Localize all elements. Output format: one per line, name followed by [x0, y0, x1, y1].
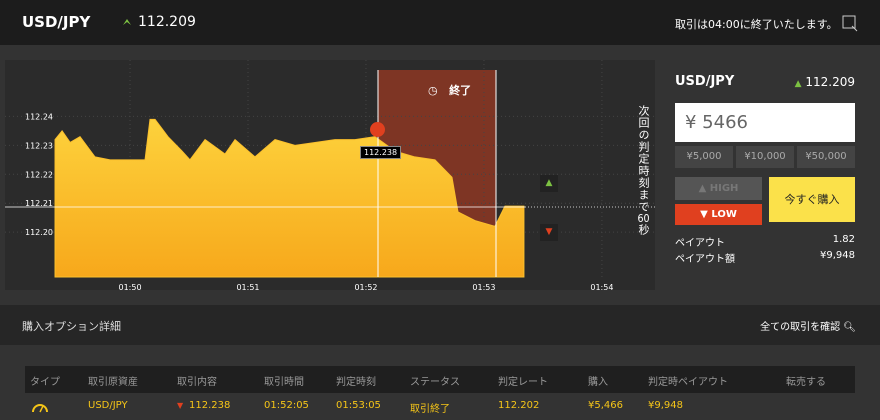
countdown-unit: 秒: [637, 224, 650, 236]
cell: 112.202: [498, 400, 540, 411]
high-text: HIGH: [709, 183, 739, 194]
amount-input[interactable]: ¥ 5466: [675, 103, 855, 142]
preset-button[interactable]: ¥50,000: [797, 146, 855, 168]
preset-button[interactable]: ¥10,000: [736, 146, 794, 168]
y-tick-label: 112.23: [25, 141, 53, 150]
column-header: 取引時間: [264, 377, 304, 388]
details-title: 購入オプション詳細: [22, 320, 121, 333]
high-button[interactable]: ▲ HIGH: [675, 177, 762, 200]
details-link[interactable]: 全ての取引を確認 🔍︎: [760, 322, 856, 333]
top-bar: [0, 0, 880, 45]
panel-rate-value: 112.209: [805, 75, 855, 89]
column-header: 判定時刻: [336, 377, 376, 388]
down-icon: ▼: [177, 401, 184, 410]
low-button[interactable]: ▼ LOW: [675, 204, 762, 225]
cell: 112.238: [189, 400, 231, 411]
payout: 1.82: [832, 234, 855, 245]
x-tick-label: 01:51: [236, 283, 259, 290]
entry-label: 112.238: [360, 146, 402, 159]
type-icon: [32, 404, 48, 413]
low-marker: ▼: [540, 224, 558, 241]
details-link-text[interactable]: 全ての取引を確認: [760, 322, 841, 333]
high-marker: ▲: [540, 175, 558, 192]
window-icon[interactable]: [842, 15, 858, 32]
payout-amount-label: ペイアウト額: [675, 254, 735, 265]
x-tick-label: 01:52: [354, 283, 377, 290]
payout-amount: ¥9,948: [820, 250, 855, 261]
column-header: 転売する: [786, 377, 826, 388]
x-tick-label: 01:53: [472, 283, 495, 290]
notice: 取引は04:00に終了いたします。: [675, 18, 838, 31]
low-text: LOW: [711, 209, 737, 220]
chart: 112.20 112.21 112.22 112.23 112.24 01:50 01:51…: [5, 60, 655, 290]
countdown-text: 次回の判定時刻まで: [637, 105, 650, 213]
panel-rate: ▲ 112.209: [794, 75, 855, 89]
preset-button[interactable]: ¥5,000: [675, 146, 733, 168]
up-icon: [123, 19, 131, 25]
buy-button[interactable]: 今すぐ購入: [769, 177, 855, 222]
price-area: [54, 118, 525, 278]
expiry-text: 終了: [449, 84, 472, 97]
details-bar: [0, 305, 880, 345]
column-header: ステータス: [410, 377, 460, 388]
cell: USD/JPY: [88, 400, 128, 411]
symbol: USD/JPY: [22, 13, 91, 31]
y-tick-label: 112.24: [25, 112, 53, 121]
countdown: 次回の判定時刻まで60秒: [636, 105, 650, 236]
column-header: 取引原資産: [88, 377, 138, 388]
cell: ¥9,948: [648, 400, 683, 411]
column-header: タイプ: [30, 377, 60, 388]
rate: 112.209: [138, 14, 196, 30]
cell: 01:52:05: [264, 400, 309, 411]
expiry-label: ◷ 終了: [428, 84, 472, 97]
entry-marker: [370, 122, 385, 137]
y-tick-label: 112.20: [25, 228, 53, 237]
column-header: 判定時ペイアウト: [648, 377, 728, 388]
cell: 取引終了: [410, 404, 450, 415]
y-tick-label: 112.22: [25, 170, 53, 179]
panel-symbol: USD/JPY: [675, 74, 735, 89]
column-header: 取引内容: [177, 377, 217, 388]
x-tick-label: 01:50: [119, 283, 142, 290]
column-header: 判定レート: [498, 377, 548, 388]
x-tick-label: 01:54: [590, 283, 613, 290]
payout-label: ペイアウト: [675, 238, 725, 249]
countdown-seconds: 60: [637, 213, 650, 224]
column-header: 購入: [588, 377, 608, 388]
table-header: [25, 366, 855, 393]
cell: ¥5,466: [588, 400, 623, 411]
y-tick-label: 112.21: [25, 199, 53, 208]
cell: 01:53:05: [336, 400, 381, 411]
